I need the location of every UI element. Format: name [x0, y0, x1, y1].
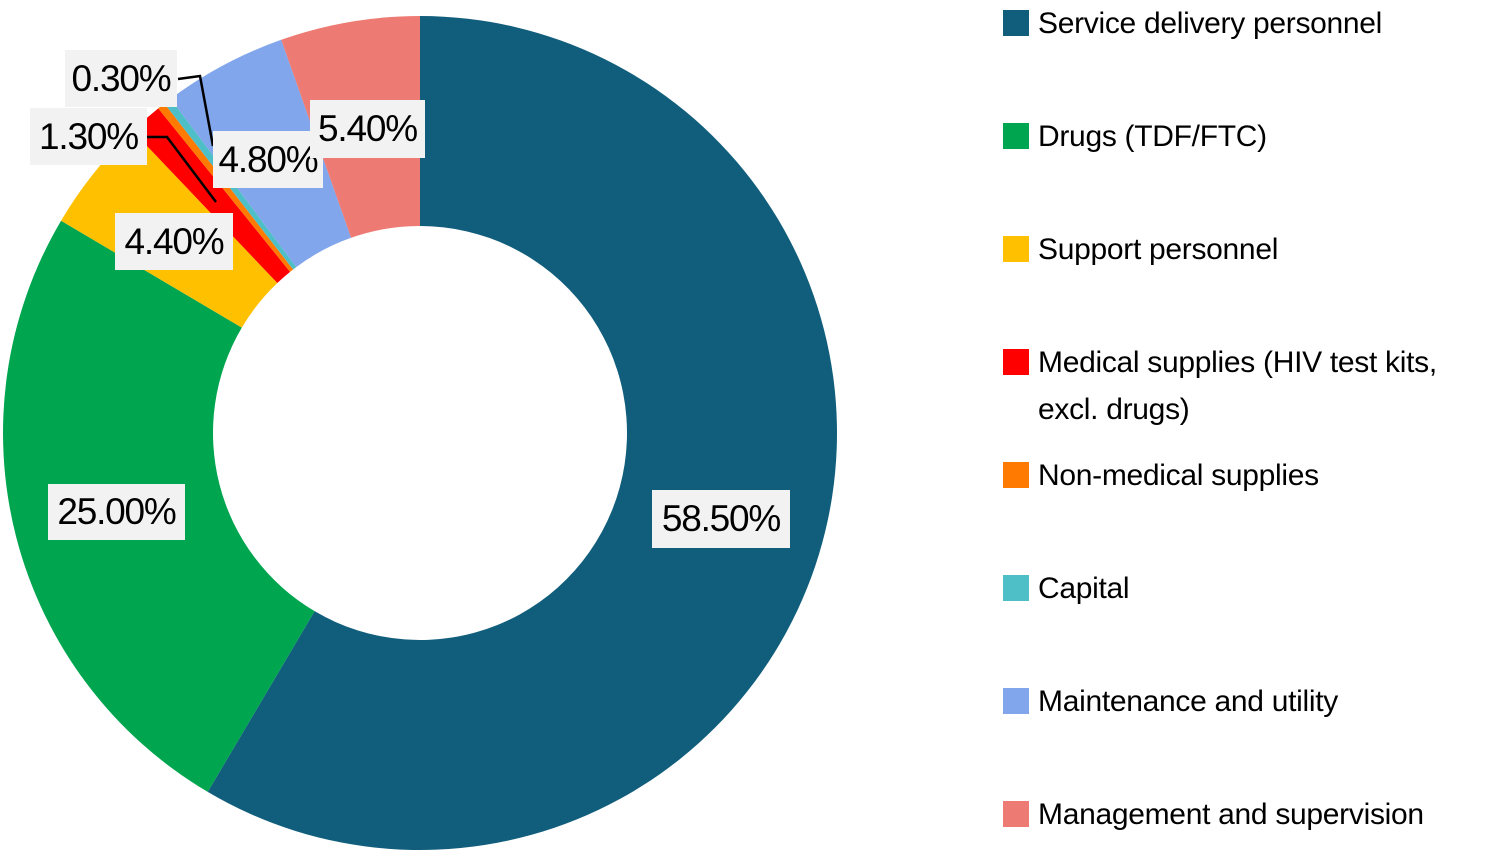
slice-label-maintenance-and-utility: 4.80%	[213, 131, 323, 188]
legend-swatch-maintenance-and-utility	[1003, 688, 1029, 714]
legend-label-drugs: Drugs (TDF/FTC)	[1038, 120, 1267, 153]
legend-item-capital: Capital	[1003, 565, 1503, 612]
slice-label-management-and-supervision: 5.40%	[310, 100, 425, 158]
legend-label-support-personnel: Support personnel	[1038, 233, 1279, 266]
legend-swatch-management-and-supervision	[1003, 801, 1029, 827]
legend-swatch-drugs	[1003, 123, 1029, 149]
legend-item-maintenance-and-utility: Maintenance and utility	[1003, 678, 1503, 725]
legend-item-support-personnel: Support personnel	[1003, 226, 1503, 273]
legend-item-drugs: Drugs (TDF/FTC)	[1003, 113, 1503, 160]
legend-label-medical-supplies: Medical supplies (HIV test kits, excl. d…	[1038, 346, 1437, 426]
donut-slice-service-delivery-personnel	[207, 16, 837, 851]
legend-label-non-medical-supplies: Non-medical supplies	[1038, 459, 1319, 492]
legend-item-medical-supplies: Medical supplies (HIV test kits, excl. d…	[1003, 339, 1503, 433]
slice-label-support-personnel: 4.40%	[115, 213, 233, 270]
legend-label-maintenance-and-utility: Maintenance and utility	[1038, 685, 1338, 718]
slice-label-capital: 0.30%	[65, 50, 177, 107]
slice-label-drugs: 25.00%	[48, 484, 185, 540]
legend-label-capital: Capital	[1038, 572, 1130, 605]
slice-label-service-delivery-personnel: 58.50%	[652, 490, 790, 548]
legend-swatch-capital	[1003, 575, 1029, 601]
leader-line-medical-supplies	[147, 135, 217, 203]
legend-swatch-non-medical-supplies	[1003, 462, 1029, 488]
legend-swatch-medical-supplies	[1003, 349, 1029, 375]
legend-label-management-and-supervision: Management and supervision	[1038, 798, 1424, 831]
legend-item-non-medical-supplies: Non-medical supplies	[1003, 452, 1503, 499]
slice-label-medical-supplies: 1.30%	[30, 108, 147, 165]
legend-swatch-support-personnel	[1003, 236, 1029, 262]
leader-line-capital	[177, 74, 215, 147]
legend-item-management-and-supervision: Management and supervision	[1003, 791, 1503, 838]
legend-swatch-service-delivery-personnel	[1003, 10, 1029, 36]
legend-label-service-delivery-personnel: Service delivery personnel	[1038, 7, 1383, 40]
legend-item-service-delivery-personnel: Service delivery personnel	[1003, 0, 1503, 47]
